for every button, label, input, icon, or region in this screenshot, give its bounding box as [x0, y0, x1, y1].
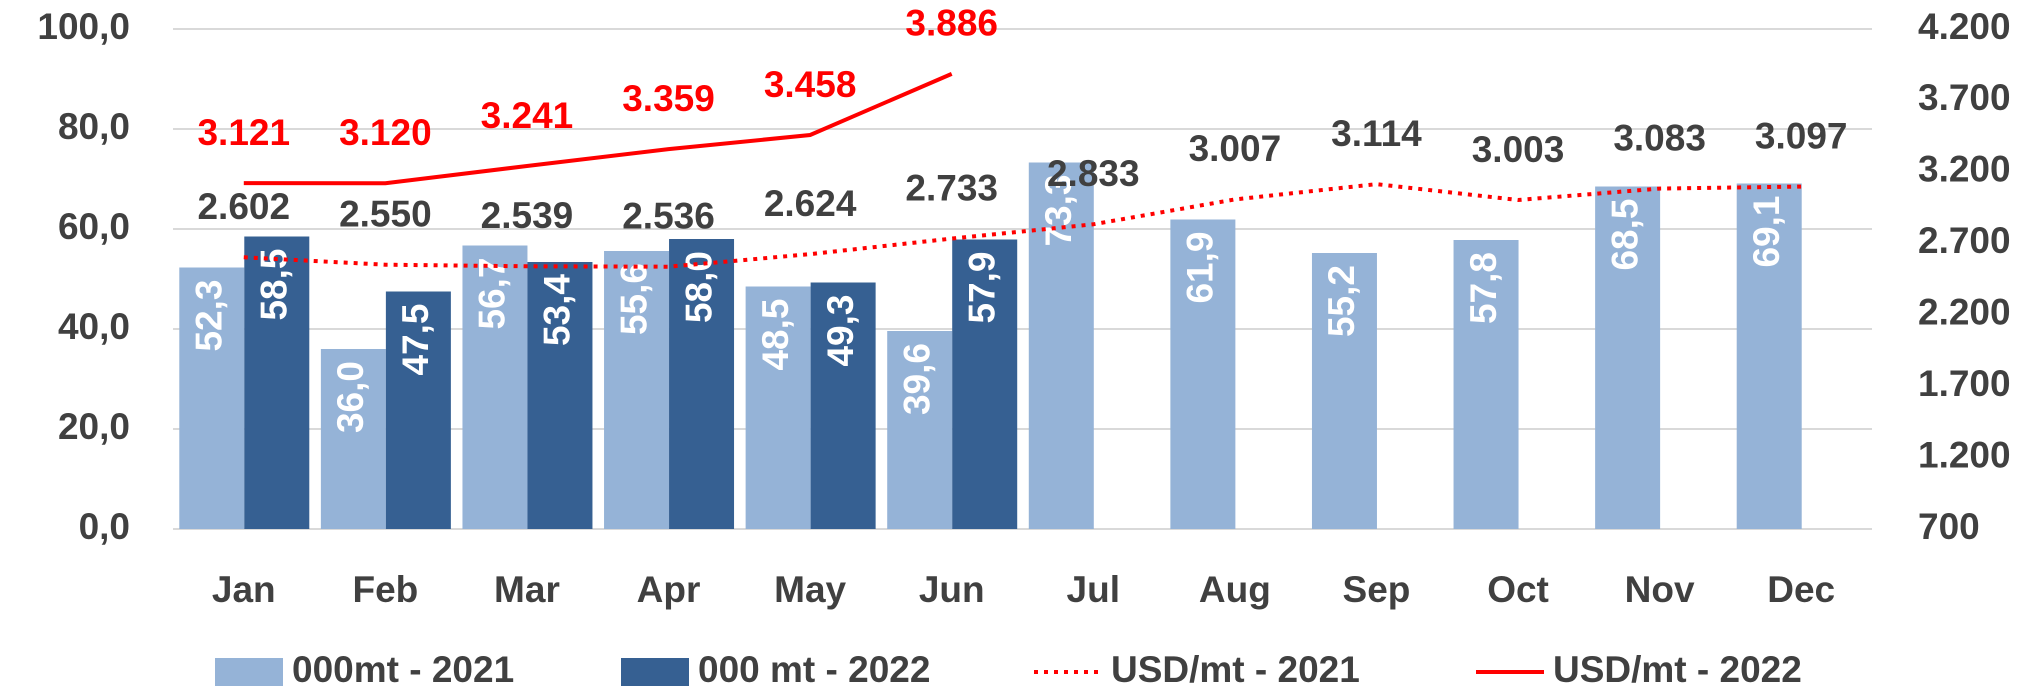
x-tick-label: Dec [1767, 569, 1835, 610]
bar-value-label: 68,5 [1604, 199, 1645, 271]
bar [1170, 219, 1236, 529]
line-value-label: 2.833 [1047, 153, 1140, 194]
line-value-label: 3.083 [1613, 117, 1706, 158]
bar-value-label: 49,3 [820, 295, 861, 367]
x-tick-label: Oct [1487, 569, 1549, 610]
y-tick-label: 80,0 [58, 106, 130, 147]
bar [462, 245, 528, 529]
x-tick-label: Apr [637, 569, 701, 610]
legend-label: 000mt - 2021 [292, 649, 514, 690]
bar [320, 349, 386, 529]
y-tick-label: 40,0 [58, 306, 130, 347]
y2-tick-label: 1.700 [1918, 363, 2011, 404]
line-value-label: 2.539 [481, 195, 574, 236]
line-value-label: 3.458 [764, 64, 857, 105]
bar-value-label: 69,1 [1746, 196, 1787, 268]
bar-value-label: 52,3 [189, 280, 230, 352]
y2-tick-label: 700 [1918, 506, 1980, 547]
bar-value-label: 36,0 [330, 361, 371, 433]
bar [1311, 253, 1377, 529]
line-value-label: 3.120 [339, 112, 432, 153]
line-value-label: 3.097 [1755, 115, 1848, 156]
line-value-label: 2.602 [197, 186, 290, 227]
bar-value-label: 57,9 [961, 252, 1002, 324]
line-value-label: 3.007 [1189, 128, 1282, 169]
bar-value-label: 47,5 [395, 304, 436, 376]
bar [745, 286, 811, 529]
line-value-label: 2.624 [764, 183, 857, 224]
line [243, 182, 1802, 269]
bar-value-label: 57,8 [1463, 252, 1504, 324]
bar-value-label: 55,2 [1321, 265, 1362, 337]
y2-tick-label: 3.700 [1918, 77, 2011, 118]
bar-value-label: 58,0 [678, 251, 719, 323]
bar [527, 262, 593, 529]
y-tick-label: 60,0 [58, 206, 130, 247]
bar [669, 239, 735, 529]
bar-value-label: 39,6 [896, 343, 937, 415]
legend-label: 000 mt - 2022 [698, 649, 930, 690]
bar [810, 282, 876, 529]
bar [1595, 186, 1661, 529]
y2-tick-label: 1.200 [1918, 434, 2011, 475]
x-tick-label: Aug [1199, 569, 1271, 610]
x-tick-label: Nov [1625, 569, 1695, 610]
line-value-label: 3.241 [481, 95, 574, 136]
y-tick-label: 0,0 [79, 506, 130, 547]
line-value-label: 2.733 [905, 167, 998, 208]
x-tick-label: Feb [352, 569, 418, 610]
bar [887, 331, 953, 529]
line-value-label: 3.003 [1472, 129, 1565, 170]
y2-tick-label: 3.200 [1918, 149, 2011, 190]
bar-value-label: 73,3 [1038, 175, 1079, 247]
bar [244, 236, 310, 529]
legend-label: USD/mt - 2021 [1111, 649, 1360, 690]
bar [1736, 183, 1802, 529]
line-value-label: 3.114 [1331, 113, 1422, 154]
bar-value-label: 53,4 [537, 274, 578, 346]
x-tick-label: May [774, 569, 846, 610]
x-tick-label: Jan [212, 569, 276, 610]
x-tick-label: Jun [919, 569, 985, 610]
bar [604, 251, 670, 529]
bar [1453, 240, 1519, 529]
bar [385, 291, 451, 529]
bar-value-label: 48,5 [755, 299, 796, 371]
line-value-label: 2.550 [339, 193, 432, 234]
y-tick-label: 100,0 [37, 6, 130, 47]
line-value-label: 2.536 [622, 195, 715, 236]
bar [952, 239, 1018, 529]
bar-value-label: 55,6 [613, 263, 654, 335]
bar [179, 267, 245, 529]
line-value-label: 3.121 [197, 112, 290, 153]
legend-swatch [215, 658, 283, 686]
line [243, 72, 953, 186]
x-tick-label: Sep [1343, 569, 1411, 610]
bar-value-label: 56,7 [472, 258, 513, 330]
bar-value-label: 61,9 [1180, 232, 1221, 304]
y-tick-label: 20,0 [58, 406, 130, 447]
line-value-label: 3.359 [622, 78, 715, 119]
x-tick-label: Jul [1067, 569, 1120, 610]
y2-tick-label: 2.700 [1918, 220, 2011, 261]
line-value-label: 3.886 [905, 3, 998, 44]
x-tick-label: Mar [494, 569, 560, 610]
y2-tick-label: 2.200 [1918, 291, 2011, 332]
legend-swatch [621, 658, 689, 686]
y2-tick-label: 4.200 [1918, 6, 2011, 47]
legend-label: USD/mt - 2022 [1553, 649, 1802, 690]
